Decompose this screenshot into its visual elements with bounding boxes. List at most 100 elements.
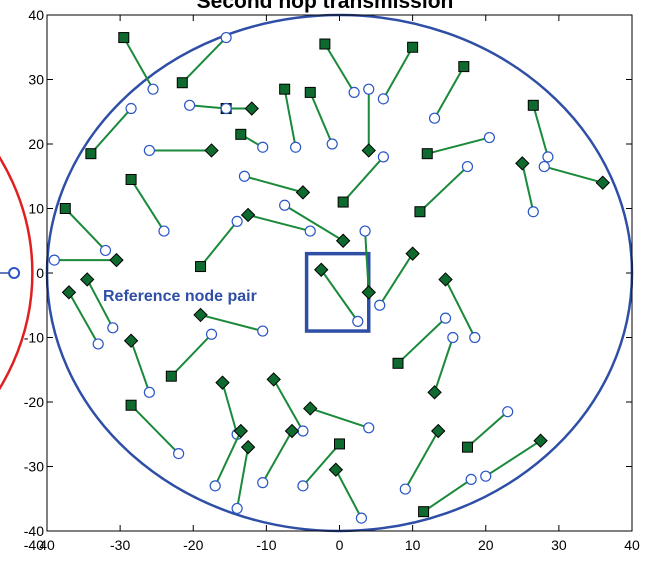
- node-pair: [123, 333, 155, 398]
- pair-link: [214, 430, 242, 487]
- node-pair: [461, 406, 514, 453]
- y-tick-label: 30: [28, 72, 44, 88]
- circles: [0, 13, 634, 533]
- receiver-node: [461, 160, 474, 173]
- node-pair: [303, 401, 375, 434]
- transmitter-node: [59, 203, 71, 214]
- transmitter-node: [215, 375, 230, 390]
- transmitter-node: [123, 333, 139, 348]
- node-pair: [143, 143, 219, 158]
- node-pair: [125, 399, 185, 460]
- transmitter-node: [240, 439, 256, 455]
- receiver-node: [502, 406, 514, 418]
- transmitter-node: [314, 262, 329, 277]
- x-tick-label: 20: [478, 537, 494, 553]
- pair-link: [236, 446, 250, 509]
- receiver-node: [297, 480, 309, 492]
- pair-link: [423, 478, 472, 513]
- receiver-node: [257, 325, 269, 337]
- transmitter-node: [337, 196, 349, 208]
- transmitter-node: [195, 261, 207, 273]
- pair-link: [543, 165, 604, 184]
- pair-link: [364, 231, 370, 293]
- node-pair: [238, 170, 311, 200]
- transmitter-node: [109, 252, 124, 268]
- node-pairs: [48, 31, 610, 524]
- x-tick-label: -10: [256, 537, 276, 553]
- corner-tick-label: -40: [24, 537, 44, 553]
- pair-link: [334, 469, 363, 519]
- x-tick-label: -30: [110, 537, 130, 553]
- node-pair: [337, 151, 389, 208]
- transmitter-node: [533, 433, 548, 448]
- pair-link: [64, 207, 107, 252]
- transmitter-node: [279, 83, 291, 95]
- transmitter-node: [407, 41, 419, 53]
- coverage-circle: [45, 13, 634, 533]
- receiver-node: [359, 225, 371, 237]
- transmitter-node: [244, 101, 259, 116]
- node-pair: [328, 462, 368, 524]
- pair-link: [272, 378, 304, 432]
- node-pair: [538, 160, 610, 190]
- receiver-node: [290, 141, 302, 153]
- node-pair: [266, 372, 309, 437]
- receiver-node: [377, 93, 389, 105]
- pair-link: [261, 430, 293, 484]
- transmitter-node: [235, 128, 247, 140]
- transmitter-node: [458, 61, 470, 73]
- receiver-node: [238, 170, 251, 182]
- node-pair: [421, 131, 496, 160]
- transmitter-node: [295, 185, 311, 200]
- receiver-node: [231, 215, 243, 227]
- receiver-node: [147, 83, 159, 95]
- y-tick-label: 20: [28, 136, 44, 152]
- node-pair: [240, 207, 316, 237]
- node-pair: [220, 101, 259, 116]
- receiver-node: [480, 470, 492, 482]
- node-pair: [414, 160, 474, 218]
- node-pair: [176, 31, 232, 89]
- pair-link: [342, 156, 385, 203]
- pair-link: [199, 220, 238, 268]
- node-pair: [527, 99, 554, 163]
- node-pair: [314, 262, 364, 327]
- receiver-node: [209, 480, 221, 492]
- pair-link: [426, 136, 490, 155]
- x-tick-label: -20: [183, 537, 203, 553]
- node-pair: [48, 252, 124, 268]
- pair-link: [521, 163, 535, 212]
- transmitter-node: [527, 99, 539, 111]
- node-pair: [428, 61, 470, 124]
- node-pair: [61, 285, 104, 350]
- receiver-node: [205, 328, 218, 340]
- tick-labels: 40 -30 -20 -10 0 10 20 30 40 40 30 20 10 0 -10 -20 -30 -4…: [24, 7, 640, 553]
- node-pair: [377, 41, 419, 105]
- pair-link: [284, 204, 344, 242]
- receiver-node: [538, 160, 550, 173]
- transmitter-node: [284, 423, 300, 439]
- origin-node: [8, 267, 21, 279]
- transmitter-node: [266, 372, 281, 387]
- pair-link: [397, 317, 447, 365]
- pair-link: [189, 104, 227, 110]
- receiver-node: [363, 83, 375, 95]
- pair-link: [433, 337, 454, 393]
- transmitter-node: [438, 272, 453, 287]
- transmitter-node: [427, 385, 442, 400]
- pair-link: [130, 404, 180, 455]
- pair-link: [68, 291, 100, 345]
- pair-link: [378, 253, 414, 306]
- node-pair: [279, 199, 351, 248]
- pair-link: [130, 178, 165, 232]
- y-tick-label: 10: [28, 201, 44, 217]
- pair-link: [532, 105, 549, 158]
- node-pair: [361, 83, 376, 158]
- transmitter-node: [392, 357, 404, 369]
- node-pair: [125, 173, 170, 237]
- pair-link: [86, 278, 114, 329]
- node-pair: [85, 102, 137, 160]
- pair-link: [283, 88, 297, 148]
- receiver-node: [527, 206, 539, 218]
